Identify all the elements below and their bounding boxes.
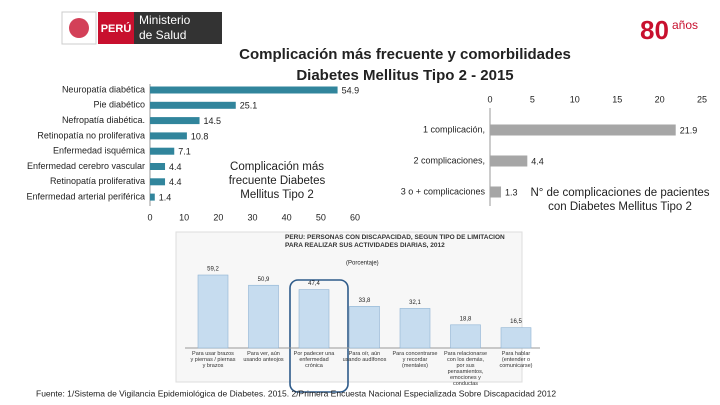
annotation-box: Complicación más frecuente Diabetes Mell… <box>228 161 326 201</box>
category-label: Neuropatía diabética <box>62 84 145 94</box>
category-label: Para oír, aún usando audífonos <box>342 351 387 363</box>
ministry-box <box>134 12 222 44</box>
bar <box>349 306 380 349</box>
value-label: 25.1 <box>240 101 258 111</box>
category-label: Enfermedad cerebro vascular <box>27 161 145 171</box>
value-label: 14.5 <box>204 116 222 126</box>
bar <box>150 163 166 170</box>
value-label: 18,8 <box>460 316 472 322</box>
bar <box>399 308 431 349</box>
ministry: de Salud <box>139 28 186 42</box>
inset-title: PERÚ: PERSONAS CON DISCAPACIDAD, SEGÚN T… <box>285 234 505 249</box>
category-label: Nefropatía diabética. <box>62 115 145 125</box>
value-label: 16,5 <box>510 319 522 325</box>
value-label: 4.4 <box>169 177 182 187</box>
bar <box>490 155 528 167</box>
value-label: 50,9 <box>258 277 270 283</box>
bar <box>150 101 236 109</box>
x-tick-label: 30 <box>247 212 257 222</box>
category-label-box: Para ver, aún usando anteojos <box>243 351 284 363</box>
bar <box>150 178 166 186</box>
category-label-box: Para concentrarse y recordar (mentales) <box>392 351 438 369</box>
x-tick-label: 25 <box>697 94 707 104</box>
inset-frame <box>175 231 523 383</box>
value-label: 4.4 <box>169 162 182 172</box>
bar <box>150 147 175 155</box>
category-label: 2 complicaciones, <box>413 155 485 165</box>
x-tick-label: 5 <box>530 94 535 104</box>
bar <box>500 327 532 349</box>
category-label-box: Para oír, aún usando audífonos <box>342 351 387 363</box>
bar <box>150 132 187 140</box>
anniversary-word: años <box>672 18 698 32</box>
value-label: 1.4 <box>159 192 172 202</box>
brand-box <box>98 12 134 44</box>
x-tick-label: 0 <box>487 94 492 104</box>
value-label: 59,2 <box>207 267 219 273</box>
category-label: Pie diabético <box>93 100 145 110</box>
category-label: Retinopatía no proliferativa <box>37 130 145 140</box>
bar <box>298 289 330 349</box>
coat-icon <box>69 18 89 38</box>
value-label: 32,1 <box>409 300 421 306</box>
value-label: 1.3 <box>505 187 518 197</box>
x-tick-label: 15 <box>612 94 622 104</box>
category-label: Enfermedad isquémica <box>53 146 145 156</box>
category-label: 1 complicación, <box>423 124 485 134</box>
inset-subtitle: (Porcentaje) <box>346 261 379 267</box>
brand: PERÚ <box>101 22 132 35</box>
bar <box>150 193 155 201</box>
category-label-box: Para relacionarse con los demás, por sus… <box>443 351 488 387</box>
category-label: Para usar brazos y piernas / piernas y b… <box>190 351 236 369</box>
x-tick-label: 20 <box>213 212 223 222</box>
x-tick-label: 60 <box>350 212 360 222</box>
bar <box>150 86 338 94</box>
anniversary-number: 80 <box>640 15 669 45</box>
title: Diabetes Mellitus Tipo 2 - 2015 <box>296 67 513 84</box>
value-label: 21.9 <box>680 125 698 135</box>
category-label-box: Para usar brazos y piernas / piernas y b… <box>190 351 236 369</box>
value-label: 33,8 <box>359 298 371 304</box>
bar <box>197 274 229 349</box>
category-label: Para concentrarse y recordar (mentales) <box>392 351 438 369</box>
highlight-box <box>289 279 349 393</box>
x-tick-label: 10 <box>179 212 189 222</box>
annotation: N° de complicaciones de pacientes con Di… <box>530 187 710 213</box>
x-tick-label: 0 <box>147 212 152 222</box>
annotation: Complicación más frecuente Diabetes Mell… <box>228 161 326 201</box>
x-tick-label: 20 <box>655 94 665 104</box>
value-label: 10.8 <box>191 131 209 141</box>
bar <box>248 284 279 349</box>
value-label: 7.1 <box>178 147 191 157</box>
x-tick-label: 10 <box>570 94 580 104</box>
category-label: Para hablar (entender o comunicarse) <box>499 351 533 369</box>
bar <box>150 117 200 125</box>
category-label: Enfermedad arterial periférica <box>26 191 145 201</box>
annotation-box: N° de complicaciones de pacientes con Di… <box>530 187 710 213</box>
footer: Fuente: 1/Sistema de Vigilancia Epidemio… <box>36 388 556 398</box>
category-label: 3 o + complicaciones <box>401 186 486 196</box>
inset-title-box: PERÚ: PERSONAS CON DISCAPACIDAD, SEGÚN T… <box>285 234 505 249</box>
category-label: Para relacionarse con los demás, por sus… <box>443 351 488 387</box>
value-label: 47,4 <box>308 281 320 287</box>
value-label: 54.9 <box>342 85 360 95</box>
category-label: Retinopatía proliferativa <box>50 176 145 186</box>
value-label: 4.4 <box>531 156 544 166</box>
x-tick-label: 40 <box>282 212 292 222</box>
bar <box>490 124 676 136</box>
x-tick-label: 50 <box>316 212 326 222</box>
category-label-box: Por padecer una enfermedad crónica <box>293 351 335 369</box>
category-label: Por padecer una enfermedad crónica <box>293 351 335 369</box>
title: Complicación más frecuente y comorbilida… <box>239 46 571 63</box>
category-label: Para ver, aún usando anteojos <box>243 351 284 363</box>
bar <box>490 186 502 198</box>
category-label-box: Para hablar (entender o comunicarse) <box>499 351 533 369</box>
ministry: Ministerio <box>139 13 191 27</box>
bar <box>450 324 481 349</box>
